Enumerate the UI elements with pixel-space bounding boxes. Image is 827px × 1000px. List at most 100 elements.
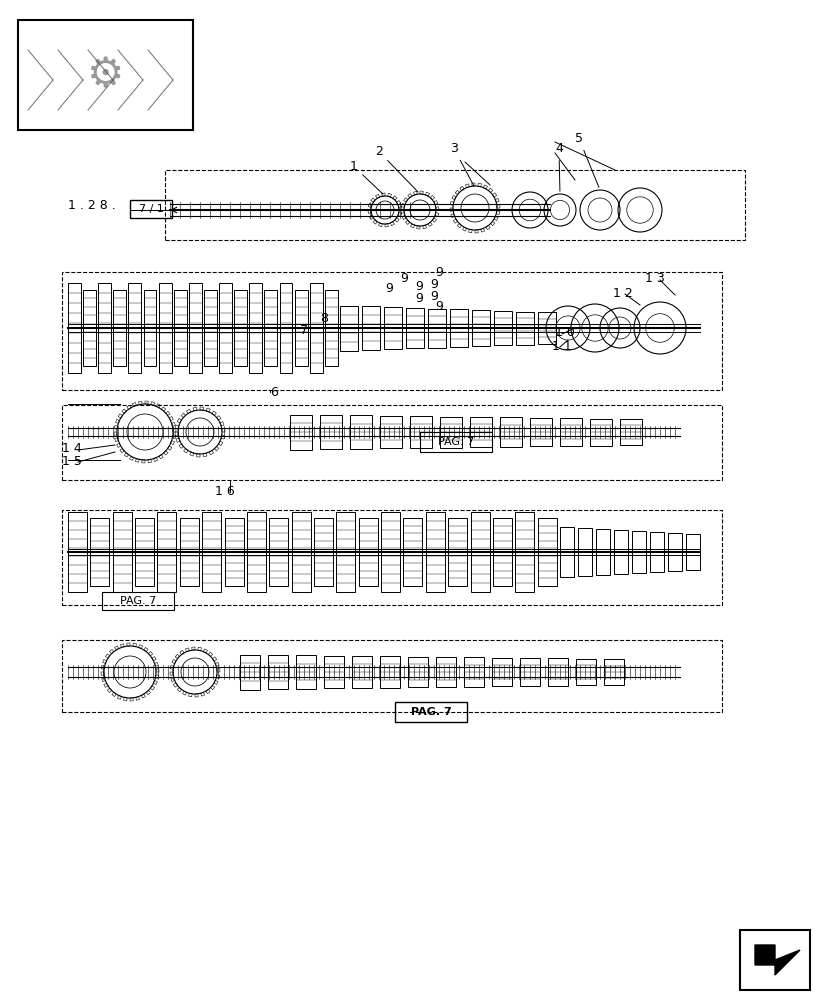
Bar bbox=[384, 307, 402, 349]
Bar bbox=[408, 657, 428, 687]
Bar bbox=[358, 518, 377, 586]
Bar bbox=[514, 512, 533, 592]
Text: 1: 1 bbox=[350, 160, 383, 194]
Bar bbox=[18, 20, 193, 130]
Text: 1 5: 1 5 bbox=[62, 455, 82, 468]
Bar bbox=[538, 312, 555, 344]
Bar bbox=[313, 518, 332, 586]
Bar bbox=[130, 200, 172, 218]
Text: 1 0: 1 0 bbox=[554, 326, 574, 339]
Bar bbox=[614, 530, 627, 574]
Bar bbox=[165, 170, 744, 240]
Bar bbox=[268, 655, 288, 689]
Bar bbox=[409, 416, 432, 448]
Bar bbox=[436, 657, 456, 687]
Text: 8: 8 bbox=[319, 312, 327, 325]
Bar bbox=[83, 290, 96, 366]
Text: 1 4: 1 4 bbox=[62, 442, 82, 455]
Bar bbox=[494, 311, 511, 345]
Bar bbox=[159, 283, 171, 373]
Bar bbox=[68, 512, 87, 592]
Bar bbox=[603, 659, 624, 685]
Bar bbox=[280, 283, 292, 373]
Bar bbox=[351, 656, 371, 688]
Bar bbox=[428, 308, 446, 348]
Bar bbox=[219, 283, 232, 373]
Bar bbox=[631, 531, 645, 573]
Bar bbox=[68, 283, 81, 373]
Text: ⚙: ⚙ bbox=[86, 54, 123, 96]
Bar bbox=[590, 418, 611, 446]
Bar bbox=[547, 658, 567, 686]
Bar bbox=[234, 290, 246, 366]
Text: 1 . 2 8 .: 1 . 2 8 . bbox=[68, 199, 116, 212]
Bar bbox=[157, 512, 176, 592]
Bar bbox=[62, 510, 721, 605]
Bar bbox=[62, 272, 721, 390]
Bar bbox=[113, 290, 126, 366]
Bar bbox=[350, 415, 371, 449]
Bar bbox=[264, 290, 277, 366]
Bar bbox=[336, 512, 355, 592]
Bar bbox=[102, 592, 174, 610]
Bar bbox=[202, 512, 221, 592]
Bar bbox=[189, 283, 202, 373]
Text: 9: 9 bbox=[434, 300, 442, 313]
Bar bbox=[246, 512, 265, 592]
Bar bbox=[295, 655, 316, 689]
Text: 9: 9 bbox=[429, 290, 437, 303]
Bar bbox=[449, 309, 467, 347]
Bar bbox=[224, 518, 243, 586]
Bar bbox=[403, 518, 422, 586]
Bar bbox=[595, 529, 609, 575]
Bar bbox=[309, 283, 323, 373]
Bar bbox=[361, 306, 380, 350]
Bar bbox=[323, 656, 343, 688]
Bar bbox=[537, 518, 556, 586]
Bar bbox=[470, 417, 491, 447]
Bar bbox=[439, 416, 461, 448]
Bar bbox=[739, 930, 809, 990]
Text: 2: 2 bbox=[375, 145, 418, 192]
Bar bbox=[515, 312, 533, 344]
Bar bbox=[269, 518, 288, 586]
Bar bbox=[463, 657, 484, 687]
Bar bbox=[577, 528, 591, 576]
Bar bbox=[470, 512, 489, 592]
Bar bbox=[686, 534, 699, 570]
Text: 9: 9 bbox=[399, 272, 408, 285]
Bar bbox=[62, 640, 721, 712]
Bar bbox=[174, 290, 186, 366]
Bar bbox=[294, 290, 307, 366]
Bar bbox=[492, 518, 511, 586]
Bar bbox=[667, 533, 681, 571]
Bar bbox=[500, 417, 521, 447]
Text: PAG. 7: PAG. 7 bbox=[120, 596, 156, 606]
Bar bbox=[425, 512, 444, 592]
Text: 1 2: 1 2 bbox=[612, 287, 632, 300]
Bar bbox=[289, 414, 312, 450]
Bar bbox=[380, 512, 399, 592]
Text: 4: 4 bbox=[554, 142, 562, 191]
Bar bbox=[291, 512, 310, 592]
Text: 5: 5 bbox=[574, 132, 598, 187]
Bar bbox=[203, 290, 217, 366]
Bar bbox=[380, 416, 402, 448]
Bar bbox=[491, 658, 511, 686]
Bar bbox=[394, 702, 466, 722]
Text: 1 1: 1 1 bbox=[552, 340, 571, 353]
Bar bbox=[576, 659, 595, 685]
Text: PAG. 7: PAG. 7 bbox=[437, 437, 474, 447]
Bar bbox=[619, 419, 641, 445]
Text: 7 / 1: 7 / 1 bbox=[138, 204, 163, 214]
Text: 1 3: 1 3 bbox=[644, 272, 664, 285]
Bar bbox=[559, 527, 573, 577]
Bar bbox=[405, 308, 423, 348]
Bar bbox=[319, 415, 342, 449]
Bar bbox=[240, 654, 260, 690]
Bar bbox=[143, 290, 156, 366]
Text: 3: 3 bbox=[449, 142, 473, 186]
Bar bbox=[179, 518, 198, 586]
Bar bbox=[447, 518, 466, 586]
Bar bbox=[559, 418, 581, 446]
